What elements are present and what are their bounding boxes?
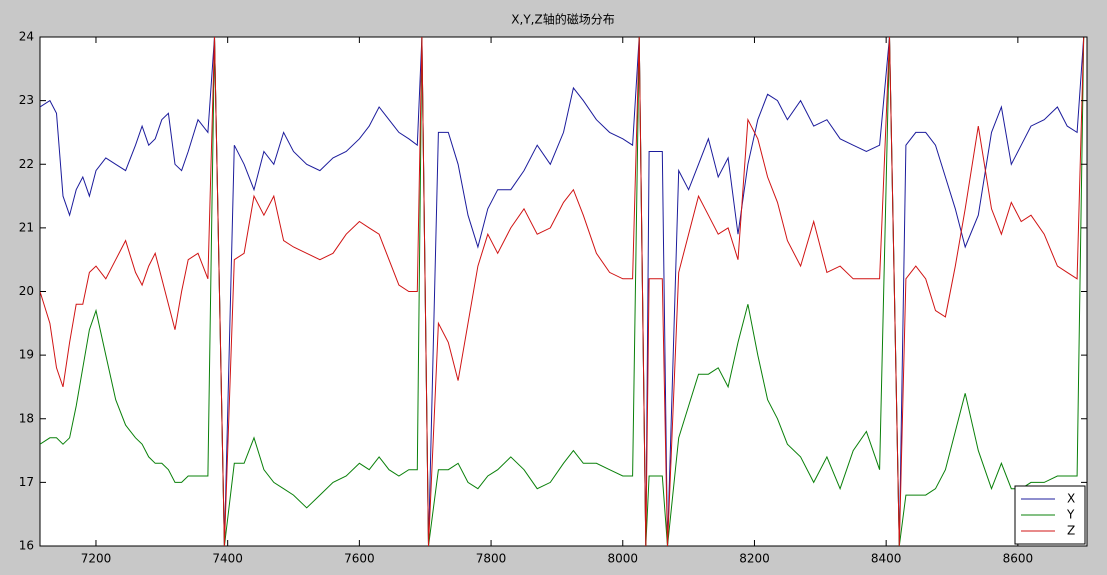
x-tick-label: 7600 [344,552,375,566]
lines [40,37,1085,546]
y-tick-label: 16 [19,539,34,553]
series-line [40,37,1085,546]
y-tick-label: 18 [19,411,34,425]
y-tick-label: 17 [19,475,34,489]
chart-title: X,Y,Z轴的磁场分布 [511,12,614,27]
x-tick-label: 8400 [871,552,902,566]
plot-area [39,36,1088,547]
x-tick-label: 7400 [212,552,243,566]
legend-label: Y [1066,508,1075,522]
x-tick-label: 7200 [81,552,112,566]
legend: XYZ [1014,485,1086,545]
legend-label: X [1067,492,1075,506]
x-tick-label: 8000 [607,552,638,566]
y-tick-label: 24 [19,30,34,44]
y-tick-label: 19 [19,348,34,362]
y-tick-label: 23 [19,93,34,107]
y-tick-label: 22 [19,157,34,171]
series-line [40,37,1085,546]
y-tick-label: 21 [19,220,34,234]
y-tick-label: 20 [19,284,34,298]
legend-label: Z [1067,524,1075,538]
x-tick-label: 7800 [476,552,507,566]
x-tick-label: 8200 [739,552,770,566]
series-line [40,37,1085,546]
x-tick-label: 8600 [1003,552,1034,566]
